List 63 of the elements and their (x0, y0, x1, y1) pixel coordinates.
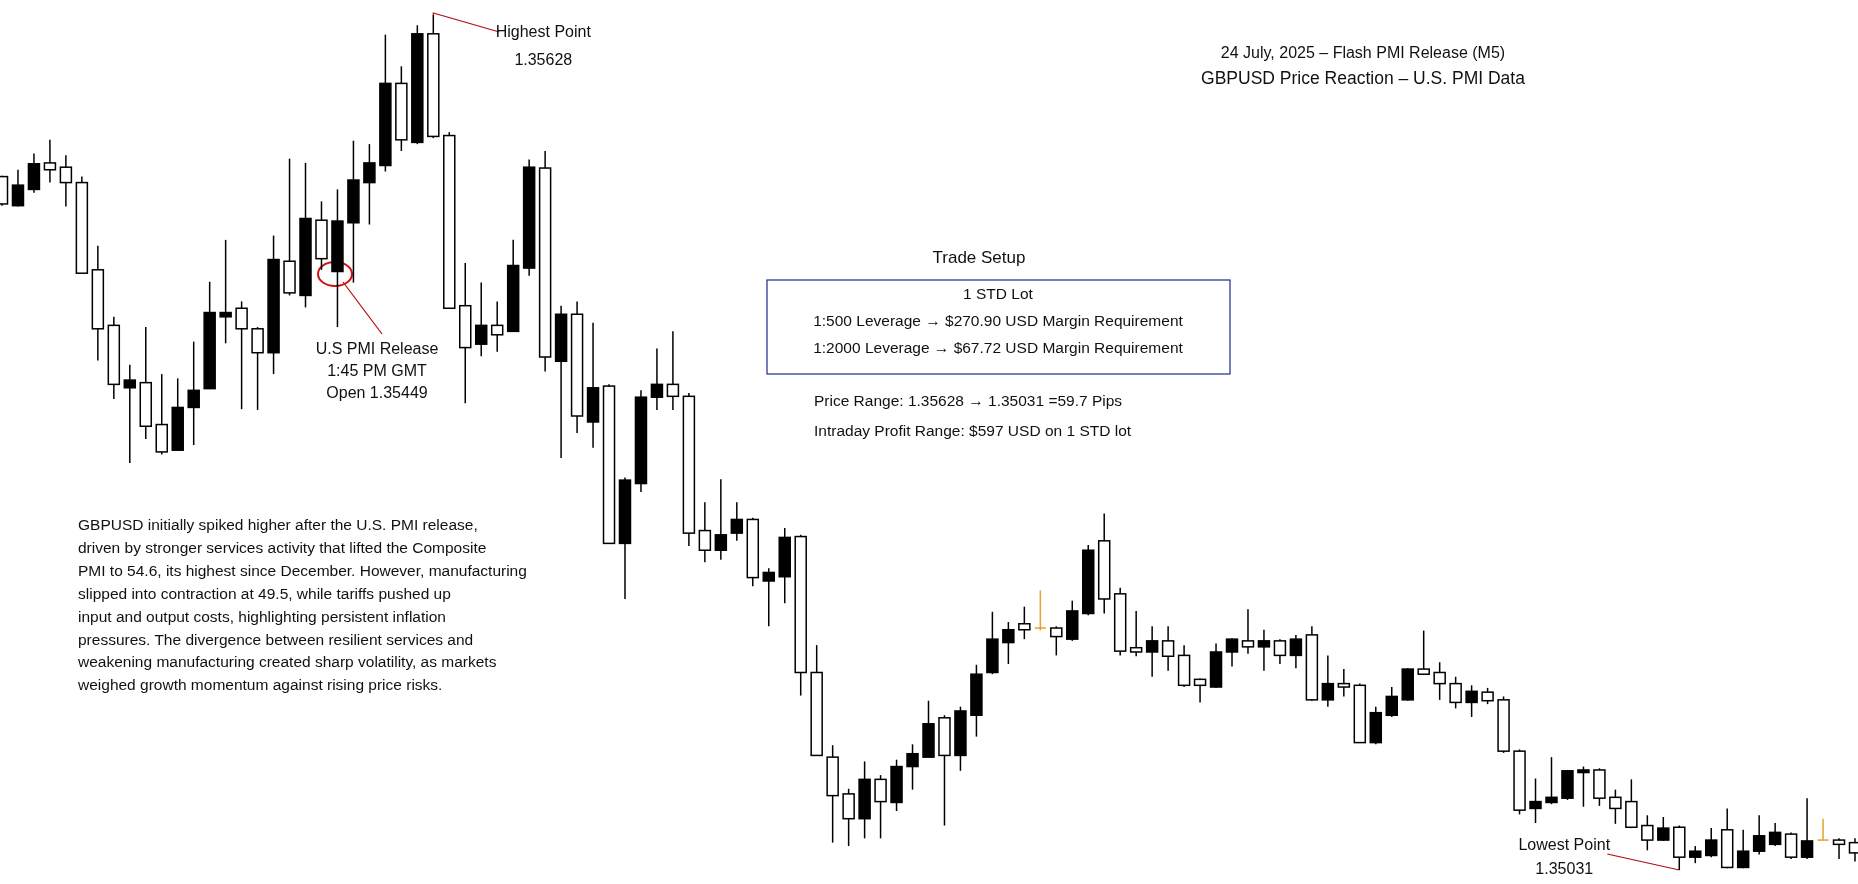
candlestick (1225, 637, 1239, 668)
candlestick (1161, 625, 1175, 672)
annotation: 1 STD Lot 1:500 Leverage → $270.90 USD Margin Requirement 1:2000 Leverage → $67.72 USD Margin Requirement (813, 285, 1184, 356)
candlestick (251, 326, 264, 411)
candlestick (11, 169, 25, 208)
annotation: Highest Point 1.35628 (495, 23, 592, 68)
candlestick (1034, 589, 1047, 632)
text: 24 July, 2025 – Flash PMI Release (M5) (1220, 44, 1506, 61)
candlestick (1609, 788, 1622, 825)
candlestick (490, 300, 504, 353)
annotation: Trade Setup (932, 248, 1026, 267)
candlestick (1768, 822, 1782, 847)
annotation: Price Range: 1.35628 → 1.35031 =59.7 Pips (814, 392, 1123, 409)
candlestick (1641, 814, 1654, 852)
candlestick (874, 774, 887, 840)
candlestick (1193, 677, 1207, 704)
candlestick (698, 501, 712, 563)
candlestick (1816, 817, 1830, 841)
candlestick (650, 347, 664, 411)
candlestick (123, 363, 137, 464)
candlestick (762, 567, 776, 628)
candlestick (363, 143, 376, 226)
candlestick (219, 239, 232, 345)
annotation: Intraday Profit Range: $597 USD on 1 STD lot (814, 422, 1132, 439)
candlestick (1784, 831, 1798, 860)
candlestick (1321, 654, 1335, 708)
candlestick (730, 501, 744, 542)
candlestick (1736, 829, 1750, 870)
candlestick (1018, 605, 1031, 640)
candlestick (1545, 756, 1558, 805)
candlestick (1800, 797, 1814, 860)
candlestick (1273, 638, 1287, 665)
candlestick (43, 139, 57, 184)
candlestick (1289, 634, 1303, 669)
annotation: GBPUSD initially spiked higher after the U.S. PMI release, driven by stronger services activity that lifted the Composite PMI to 54.6, its highest since December. However, manufacturing slipped into contraction at 49.5, while tariffs pushed up input and output costs, highlighting persistent inflation pressures. The divergence between resilient services and weakening manufacturing created sharp volatility, as markets weighed growth momentum against rising price risks. (77, 516, 527, 694)
candlestick (1385, 686, 1398, 718)
candlestick (1577, 765, 1590, 808)
candlestick (1129, 610, 1143, 657)
candlestick (59, 154, 73, 208)
candlestick (1145, 625, 1159, 678)
candlestick (1050, 625, 1063, 657)
candlestick (1257, 628, 1271, 672)
candlestick (1417, 629, 1430, 676)
candlestick (714, 478, 728, 561)
candlestick (1433, 661, 1446, 701)
candlestick (1752, 814, 1766, 856)
candlestick (1657, 816, 1670, 842)
candlestick (1241, 608, 1255, 655)
annotation: Lowest Point 1.35031 (1518, 836, 1611, 877)
candlestick (235, 300, 248, 410)
candlestick (474, 281, 488, 357)
candlestick (187, 340, 200, 446)
candlestick (1465, 684, 1478, 718)
candlestick (1529, 777, 1542, 824)
candlestick (1002, 621, 1015, 665)
candlestick (1704, 827, 1718, 858)
text: GBPUSD Price Reaction – U.S. PMI Data (1201, 68, 1526, 88)
candlestick (1832, 837, 1846, 860)
annotation: U.S PMI Release 1:45 PM GMT Open 1.35449 (315, 340, 439, 401)
candlestick (906, 743, 919, 791)
candlestick (1337, 668, 1351, 698)
candlestick (666, 330, 680, 411)
candlestick (1449, 676, 1462, 710)
